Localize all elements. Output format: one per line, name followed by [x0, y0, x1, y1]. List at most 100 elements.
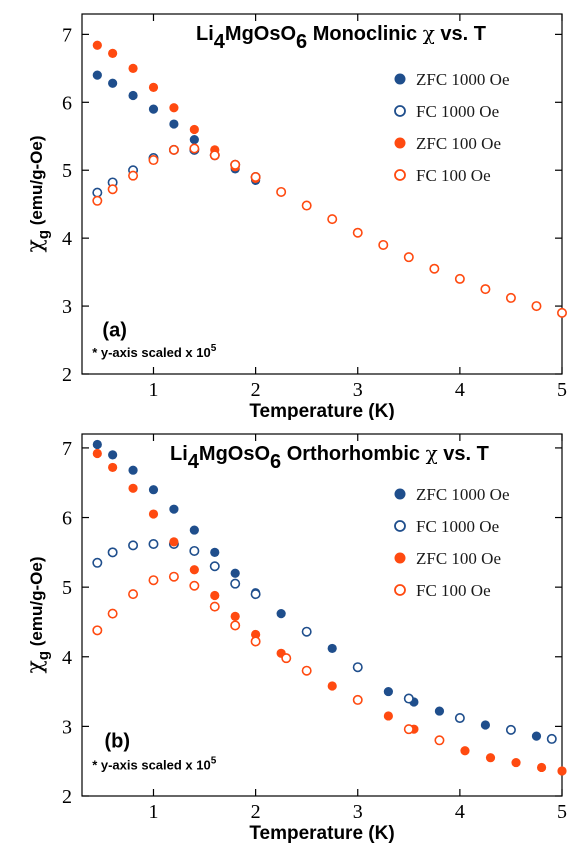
- data-point: [383, 711, 393, 721]
- title-chi: χ: [426, 441, 438, 465]
- chart-title: Li4MgOsO6 Monoclinic χ vs. T: [196, 21, 486, 53]
- data-point: [92, 195, 103, 206]
- data-point: [352, 662, 363, 673]
- data-point: [210, 547, 220, 557]
- y-tick-label: 6: [62, 92, 72, 114]
- x-tick-label: 2: [251, 379, 261, 401]
- data-point: [327, 681, 337, 691]
- scale-note: * y-axis scaled x 105: [92, 756, 217, 773]
- data-point: [189, 525, 199, 535]
- x-tick-label: 5: [557, 801, 567, 823]
- data-point: [480, 284, 491, 295]
- data-point: [352, 694, 363, 705]
- data-point: [536, 762, 547, 773]
- legend-marker: [394, 552, 406, 564]
- data-point: [128, 465, 138, 475]
- legend-entry: FC 1000 Oe: [416, 517, 499, 536]
- legend-marker: [394, 169, 406, 181]
- data-point: [485, 753, 496, 763]
- x-tick-label: 2: [251, 801, 261, 823]
- data-point: [148, 575, 159, 586]
- legend-entry: FC 1000 Oe: [416, 102, 499, 121]
- y-tick-label: 5: [62, 160, 72, 182]
- data-point: [92, 70, 102, 80]
- title-part: vs. T: [435, 23, 486, 45]
- data-point: [148, 538, 159, 549]
- data-point: [403, 693, 414, 704]
- data-point: [546, 733, 557, 744]
- data-point: [128, 170, 139, 181]
- data-point: [108, 462, 118, 473]
- panel-label: (b): [104, 730, 130, 752]
- title-part: Li: [170, 443, 188, 465]
- legend-marker: [394, 488, 406, 500]
- scale-note-exponent: 5: [211, 343, 217, 354]
- y-tick-label: 6: [62, 508, 72, 530]
- data-point: [454, 713, 465, 724]
- data-point: [301, 626, 312, 637]
- data-point: [281, 653, 292, 664]
- data-point: [189, 124, 199, 135]
- data-point: [92, 40, 102, 50]
- y-axis-label-units: (emu/g-Oe): [27, 557, 46, 651]
- y-tick-label: 4: [62, 647, 72, 669]
- title-part: Orthorhombic: [281, 443, 425, 465]
- chart-title: Li4MgOsO6 Orthorhombic χ vs. T: [170, 441, 489, 473]
- data-point: [108, 78, 118, 88]
- scale-note-exponent: 5: [211, 756, 217, 767]
- data-point: [230, 620, 241, 631]
- data-point: [531, 731, 542, 741]
- x-tick-label: 4: [455, 379, 465, 401]
- data-point: [92, 625, 103, 636]
- series-fc-1000-oe: [92, 538, 557, 744]
- data-point: [505, 292, 516, 303]
- data-point: [169, 537, 179, 547]
- data-point: [128, 90, 138, 101]
- legend-entry: ZFC 1000 Oe: [416, 70, 510, 89]
- data-point: [209, 601, 220, 612]
- data-point: [511, 757, 521, 768]
- title-subscript: 4: [214, 31, 226, 53]
- title-subscript: 4: [188, 451, 200, 473]
- y-tick-label: 3: [62, 716, 72, 738]
- data-point: [148, 104, 159, 114]
- legend-entry: ZFC 100 Oe: [416, 134, 501, 153]
- series-fc-100-oe: [92, 143, 567, 318]
- data-point: [108, 450, 118, 460]
- data-point: [128, 483, 138, 493]
- legend-marker: [394, 137, 406, 149]
- data-point: [557, 766, 567, 776]
- data-point: [148, 509, 159, 519]
- data-point: [107, 547, 118, 558]
- legend-entry: ZFC 100 Oe: [416, 549, 501, 568]
- title-part: Li: [196, 23, 214, 45]
- legend-entry: ZFC 1000 Oe: [416, 485, 510, 504]
- title-part: Monoclinic: [307, 23, 423, 45]
- scale-note-text: * y-axis scaled x 10: [92, 345, 211, 360]
- data-point: [128, 63, 138, 73]
- data-point: [531, 301, 542, 312]
- data-point: [169, 119, 179, 129]
- data-point: [230, 611, 240, 621]
- y-axis-label-sub: g: [35, 230, 52, 239]
- data-point: [352, 227, 363, 238]
- scale-note-text: * y-axis scaled x 10: [92, 758, 211, 773]
- x-tick-label: 3: [353, 379, 363, 401]
- x-tick-label: 3: [353, 801, 363, 823]
- plot-frame: [81, 433, 563, 797]
- data-point: [128, 589, 139, 600]
- data-point: [276, 609, 286, 619]
- data-point: [434, 706, 445, 716]
- data-point: [403, 724, 414, 735]
- x-tick-label: 1: [148, 801, 158, 823]
- data-point: [378, 239, 389, 250]
- data-point: [209, 561, 220, 572]
- legend-marker: [394, 584, 406, 596]
- data-point: [92, 187, 103, 198]
- data-point: [434, 735, 445, 746]
- y-tick-label: 2: [62, 364, 72, 386]
- data-point: [189, 565, 199, 575]
- data-point: [250, 172, 261, 183]
